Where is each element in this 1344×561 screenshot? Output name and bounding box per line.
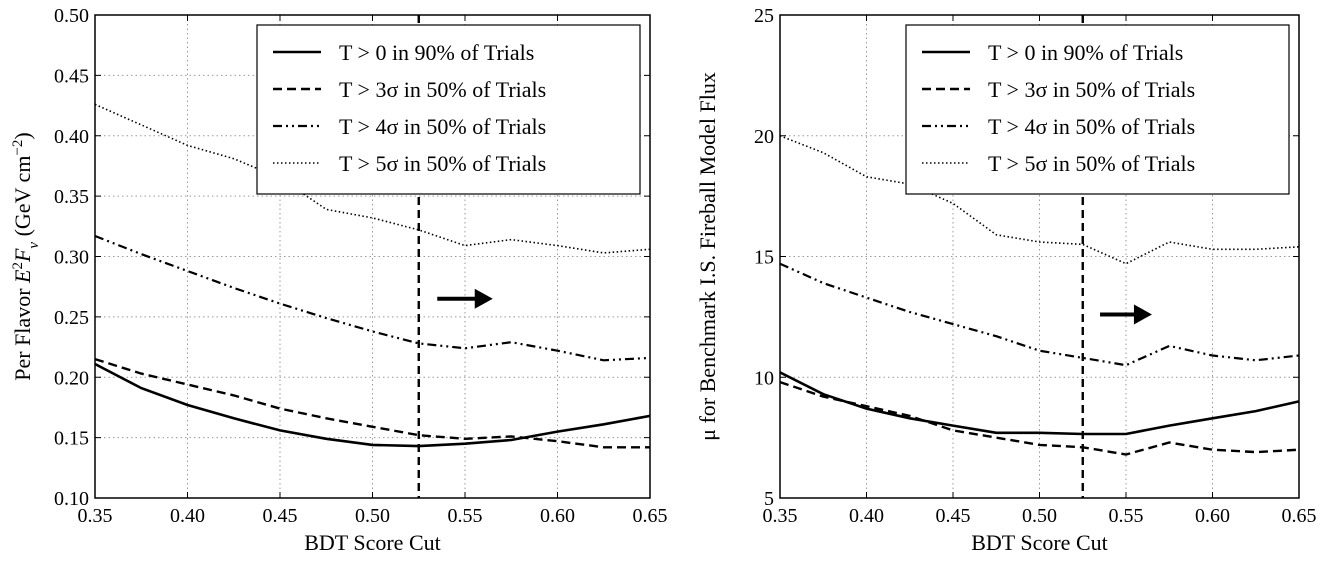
y-axis-label-part: E: [10, 269, 35, 284]
series-line-dashdot: [94, 234, 651, 362]
x-tick-label: 0.45: [263, 505, 298, 527]
y-tick-label: 0.40: [54, 126, 89, 148]
legend: T > 0 in 90% of Trials T > 3σ in 50% of T…: [905, 24, 1290, 195]
plot-frame: [779, 14, 1300, 499]
y-axis-label-part: 2: [10, 262, 26, 270]
series-line-solid: [779, 371, 1300, 436]
y-axis-label-part: Per Flavor: [10, 283, 35, 381]
y-axis-label-part: ν: [26, 242, 42, 249]
y-tick-label: 0.25: [54, 307, 89, 329]
x-tick-label: 0.65: [633, 505, 668, 527]
plot-frame: [94, 14, 651, 499]
x-tick-label: 0.40: [849, 505, 884, 527]
legend-label: T > 4σ in 50% of Trials: [988, 114, 1195, 139]
y-axis-label: μ for Benchmark I.S. Fireball Model Flux: [695, 72, 720, 441]
series-line-solid: [94, 362, 651, 448]
y-tick-label: 15: [754, 247, 774, 269]
y-axis-label-part: F: [10, 248, 35, 263]
series-line-dashed: [779, 380, 1300, 456]
y-tick-label: 0.20: [54, 367, 89, 389]
y-axis-label-part: ): [10, 132, 35, 139]
x-tick-label: 0.40: [170, 505, 205, 527]
x-tick-label: 0.55: [448, 505, 483, 527]
y-tick-label: 20: [754, 126, 774, 148]
y-tick-label: 0.15: [54, 428, 89, 450]
legend-label: T > 0 in 90% of Trials: [339, 40, 534, 65]
x-tick-label: 0.35: [763, 505, 798, 527]
y-tick-label: 0.50: [54, 5, 89, 27]
y-tick-label: 0.35: [54, 186, 89, 208]
arrow-head: [474, 288, 493, 309]
x-tick-label: 0.65: [1282, 505, 1317, 527]
series-line-dashdot: [779, 262, 1300, 367]
y-tick-label: 0.30: [54, 247, 89, 269]
y-axis-label: Per Flavor E2Fν (GeV cm−2): [10, 132, 42, 381]
legend-label: T > 0 in 90% of Trials: [988, 40, 1183, 65]
y-tick-label: 0.10: [54, 488, 89, 510]
legend-label: T > 4σ in 50% of Trials: [339, 114, 546, 139]
chart-1: 0.35 0.40 0.45 0.50 0.55 0.60 0.65 0.10 0.15 0.20…: [10, 5, 668, 555]
legend-label: T > 5σ in 50% of Trials: [988, 151, 1195, 176]
legend-label: T > 3σ in 50% of Trials: [988, 77, 1195, 102]
y-axis-label-part: (GeV cm: [10, 156, 35, 242]
x-tick-label: 0.45: [936, 505, 971, 527]
series-line-dashed: [94, 357, 650, 449]
x-tick-label: 0.60: [1195, 505, 1230, 527]
x-tick-label: 0.50: [1022, 505, 1057, 527]
y-tick-label: 10: [754, 367, 774, 389]
legend-label: T > 5σ in 50% of Trials: [339, 151, 546, 176]
series-line-dotted: [94, 103, 651, 254]
x-tick-label: 0.35: [78, 505, 113, 527]
y-axis-label-part: −2: [10, 140, 26, 156]
x-axis-label: BDT Score Cut: [971, 530, 1107, 555]
y-tick-label: 5: [764, 488, 774, 510]
y-tick-label: 0.45: [54, 65, 89, 87]
x-tick-label: 0.60: [540, 505, 575, 527]
legend: T > 0 in 90% of Trials T > 3σ in 50% of T…: [256, 24, 641, 195]
arrow-head: [1133, 304, 1152, 325]
y-tick-label: 25: [754, 5, 774, 27]
legend-label: T > 3σ in 50% of Trials: [339, 77, 546, 102]
chart-2: 0.35 0.40 0.45 0.50 0.55 0.60 0.65 5 10 15 20 25 T >…: [695, 5, 1317, 555]
series-line-dotted: [779, 135, 1300, 265]
x-tick-label: 0.50: [355, 505, 390, 527]
x-axis-label: BDT Score Cut: [304, 530, 440, 555]
x-tick-label: 0.55: [1109, 505, 1144, 527]
